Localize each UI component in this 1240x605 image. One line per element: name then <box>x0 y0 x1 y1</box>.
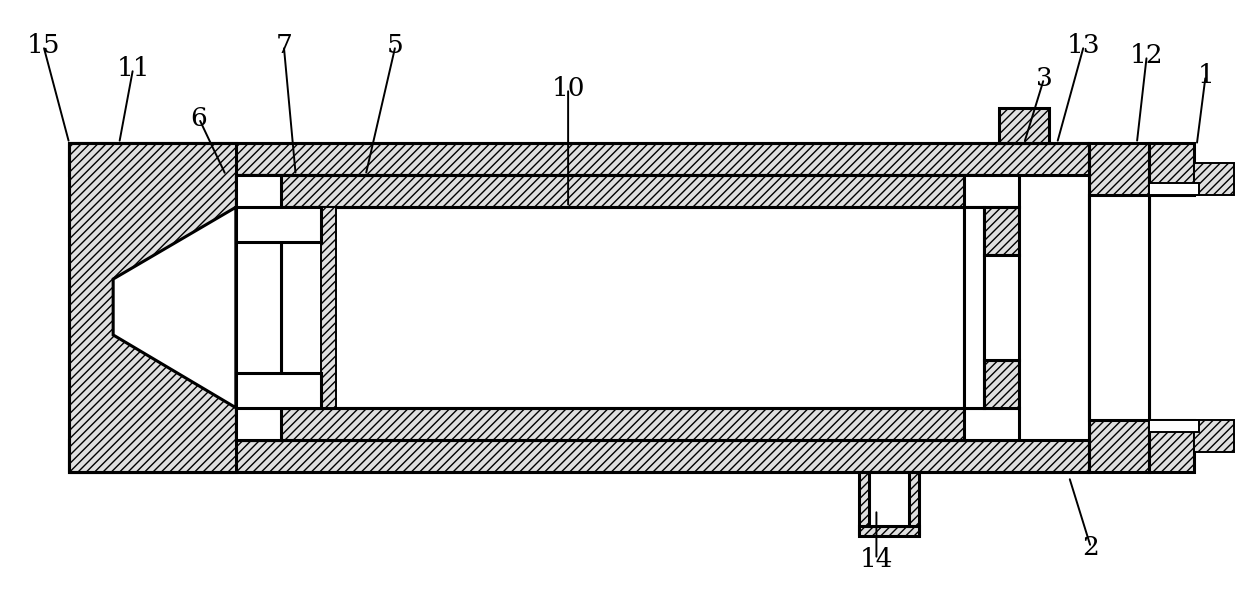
Text: 11: 11 <box>117 56 150 81</box>
Polygon shape <box>859 526 919 537</box>
Polygon shape <box>236 175 280 440</box>
Polygon shape <box>869 472 909 526</box>
Text: 1: 1 <box>1198 63 1214 88</box>
Polygon shape <box>236 208 321 242</box>
Polygon shape <box>985 208 1019 255</box>
Polygon shape <box>965 175 1019 208</box>
Polygon shape <box>236 373 321 408</box>
Text: 3: 3 <box>1035 66 1053 91</box>
Polygon shape <box>69 143 1089 175</box>
Text: 5: 5 <box>387 33 404 58</box>
Polygon shape <box>321 208 336 408</box>
Polygon shape <box>280 208 965 408</box>
Polygon shape <box>69 440 1089 472</box>
Polygon shape <box>985 255 1019 360</box>
Polygon shape <box>113 208 236 408</box>
Text: 12: 12 <box>1130 43 1163 68</box>
Polygon shape <box>965 408 1019 440</box>
Text: 7: 7 <box>275 33 293 58</box>
Polygon shape <box>1148 420 1199 432</box>
Polygon shape <box>1148 143 1194 195</box>
Text: 2: 2 <box>1083 535 1100 560</box>
Polygon shape <box>236 175 985 440</box>
Text: 14: 14 <box>859 547 893 572</box>
Polygon shape <box>1148 420 1194 472</box>
Polygon shape <box>985 360 1019 408</box>
Polygon shape <box>1089 143 1148 472</box>
Text: 10: 10 <box>552 76 585 101</box>
Text: 13: 13 <box>1068 33 1101 58</box>
Polygon shape <box>1089 195 1148 420</box>
Polygon shape <box>1194 420 1234 452</box>
Polygon shape <box>69 143 236 472</box>
Polygon shape <box>1194 163 1234 195</box>
Polygon shape <box>965 208 985 408</box>
Polygon shape <box>859 472 919 534</box>
Text: 6: 6 <box>191 106 207 131</box>
Polygon shape <box>999 108 1049 143</box>
Polygon shape <box>1148 183 1199 195</box>
Text: 15: 15 <box>26 33 60 58</box>
